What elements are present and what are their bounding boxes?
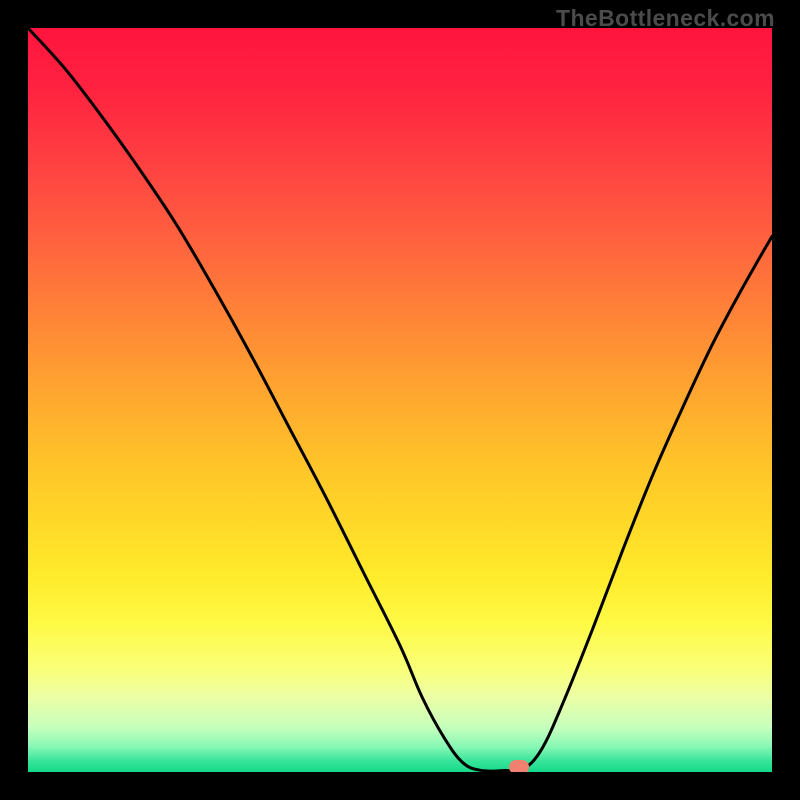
watermark-text: TheBottleneck.com [556,5,775,32]
chart-frame [0,0,800,800]
chart-root: TheBottleneck.com [0,0,800,800]
